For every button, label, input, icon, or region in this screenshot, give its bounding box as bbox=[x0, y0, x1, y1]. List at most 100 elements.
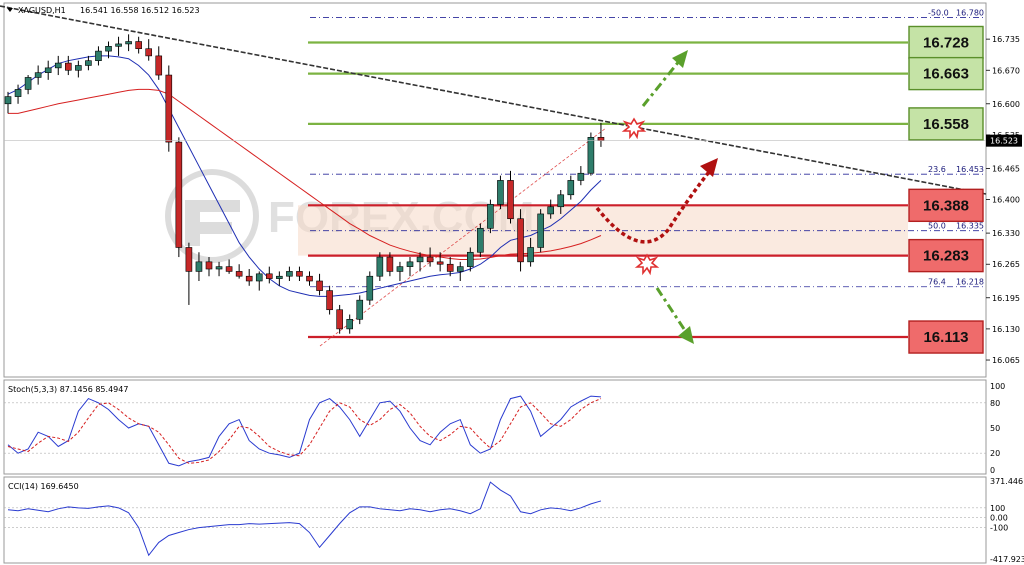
candle bbox=[286, 266, 293, 281]
stoch-tick-label: 20 bbox=[990, 449, 1000, 458]
support-box bbox=[908, 238, 984, 273]
fib-price-label: 16.453 bbox=[956, 165, 984, 174]
burst-marker-lower bbox=[634, 253, 660, 276]
candle bbox=[376, 252, 384, 281]
price-tick-label: 16.130 bbox=[992, 325, 1020, 334]
cci-tick-label: 0.00 bbox=[990, 514, 1008, 523]
candle bbox=[4, 91, 12, 114]
candle bbox=[105, 41, 112, 59]
candle bbox=[587, 132, 595, 176]
candle bbox=[567, 175, 575, 200]
price-tick-label: 16.670 bbox=[992, 66, 1020, 75]
moving-averages bbox=[7, 55, 602, 297]
bullish-arrow-upper-head bbox=[672, 50, 688, 68]
pullback-arrow bbox=[595, 166, 714, 244]
candle bbox=[306, 271, 313, 286]
symbol-label: XAGUSD,H1 bbox=[18, 6, 66, 15]
fib-price-label: 16.335 bbox=[956, 222, 984, 231]
candle bbox=[416, 252, 424, 272]
candle bbox=[195, 252, 203, 281]
price-tick-label: 16.195 bbox=[992, 294, 1020, 303]
candle bbox=[215, 261, 223, 277]
pullback-arrow-head bbox=[700, 158, 718, 177]
candle bbox=[235, 264, 243, 279]
support-label: 16.113 bbox=[923, 329, 968, 346]
candle bbox=[336, 304, 343, 334]
candle bbox=[276, 271, 283, 286]
candle bbox=[466, 247, 474, 272]
stoch-tick-label: 100 bbox=[990, 382, 1005, 391]
candle bbox=[487, 199, 494, 234]
candle bbox=[14, 84, 22, 104]
bearish-arrow-lower-head bbox=[678, 326, 694, 344]
fib-price-label: 16.780 bbox=[956, 9, 984, 18]
candle bbox=[44, 60, 52, 80]
candle bbox=[135, 36, 142, 54]
descending-trendline bbox=[0, 5, 987, 195]
price-tick-label: 16.465 bbox=[992, 164, 1020, 173]
candle bbox=[175, 137, 183, 258]
cci-title: CCI(14) 169.6450 bbox=[8, 482, 79, 491]
stoch-tick-label: 50 bbox=[990, 424, 1000, 433]
dropdown-triangle-icon[interactable] bbox=[7, 8, 13, 12]
stochastic-lines bbox=[7, 395, 602, 467]
candle bbox=[125, 34, 132, 52]
candle bbox=[366, 271, 374, 305]
candle bbox=[115, 36, 122, 56]
stoch-tick-label: 80 bbox=[990, 399, 1000, 408]
current-price-tag bbox=[986, 134, 1022, 147]
candle bbox=[406, 257, 414, 277]
candle bbox=[296, 266, 303, 281]
cci-series-line bbox=[7, 481, 602, 557]
price-levels bbox=[308, 41, 908, 339]
bearish-arrow-lower bbox=[655, 287, 688, 333]
candle bbox=[185, 242, 193, 305]
cci-tick-label: -100 bbox=[990, 524, 1008, 533]
candle bbox=[497, 175, 504, 210]
candle bbox=[557, 190, 565, 214]
candle bbox=[54, 55, 62, 76]
candle bbox=[426, 247, 434, 267]
candle bbox=[396, 261, 404, 281]
cci-tick-label: -417.923 bbox=[990, 555, 1024, 564]
moving-average-line bbox=[7, 55, 602, 297]
candle bbox=[547, 199, 555, 219]
candle bbox=[155, 46, 163, 80]
candle bbox=[225, 259, 233, 274]
watermark-logo bbox=[165, 169, 259, 263]
stoch-title: Stoch(5,3,3) 87.1456 85.4947 bbox=[8, 385, 128, 394]
candle bbox=[456, 261, 464, 281]
candle bbox=[205, 257, 213, 277]
cci-panel-frame bbox=[3, 476, 987, 564]
candle bbox=[446, 257, 454, 277]
fib-ratio-label: -50.0 bbox=[928, 9, 949, 18]
price-tick-label: 16.265 bbox=[992, 260, 1020, 269]
stoch-signal-line bbox=[7, 398, 602, 464]
moving-average-line bbox=[8, 88, 602, 260]
candle bbox=[507, 170, 514, 224]
current-price-label: 16.523 bbox=[990, 137, 1018, 146]
main-panel-frame bbox=[3, 2, 987, 378]
candle bbox=[245, 269, 253, 286]
fibonacci-levels: -50.0 16.780 23.6 16.453 50.0 16.335 76.4 16.21… bbox=[310, 9, 986, 288]
price-tick-label: 16.735 bbox=[992, 35, 1020, 44]
candle bbox=[145, 39, 152, 61]
resistance-label: 16.558 bbox=[923, 116, 969, 133]
stoch-axis: 100 80 50 20 0 bbox=[990, 382, 1005, 475]
stoch-main-line bbox=[7, 395, 601, 467]
candle bbox=[346, 314, 354, 334]
support-box bbox=[908, 188, 984, 223]
resistance-box bbox=[908, 25, 984, 60]
candle bbox=[326, 285, 333, 315]
candle bbox=[255, 271, 263, 291]
fib-ratio-label: 50.0 bbox=[928, 222, 946, 231]
candle bbox=[527, 237, 534, 267]
resistance-box bbox=[908, 56, 984, 91]
stoch-panel-frame bbox=[3, 379, 987, 475]
fib-ratio-label: 23.6 bbox=[928, 165, 946, 174]
candle bbox=[85, 55, 92, 71]
price-tick-label: 16.330 bbox=[992, 229, 1020, 238]
